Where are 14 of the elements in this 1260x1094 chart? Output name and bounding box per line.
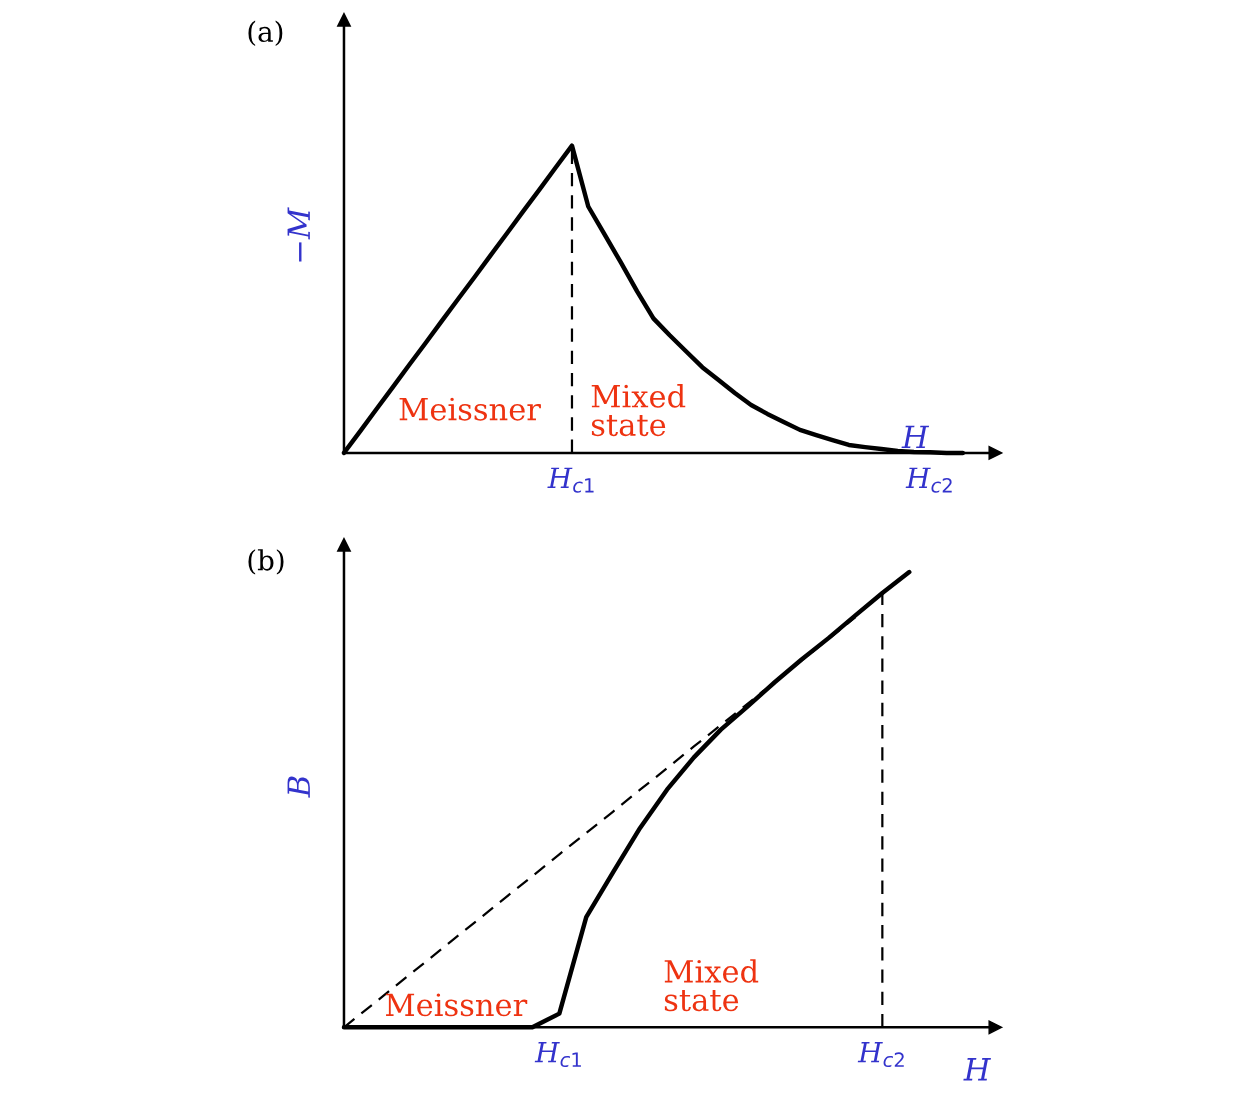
x-axis-title: H <box>901 425 930 448</box>
y-axis-title: B <box>287 776 310 798</box>
annotation: Meissner <box>385 993 528 1017</box>
annotation: Meissner <box>399 397 541 421</box>
x-tick-label: H$_{c2}$ <box>905 467 952 493</box>
y-axis-title: −M <box>287 207 310 262</box>
x-tick-label: H$_{c2}$ <box>857 1041 904 1068</box>
chart-title: (a) <box>248 20 283 47</box>
chart-title: (b) <box>248 549 284 575</box>
x-tick-label: H$_{c1}$ <box>534 1041 581 1068</box>
x-axis-title: H <box>963 1058 991 1081</box>
annotation: Mixed state <box>591 384 686 437</box>
annotation: Mixed state <box>664 959 759 1012</box>
x-tick-label: H$_{c1}$ <box>547 467 594 493</box>
